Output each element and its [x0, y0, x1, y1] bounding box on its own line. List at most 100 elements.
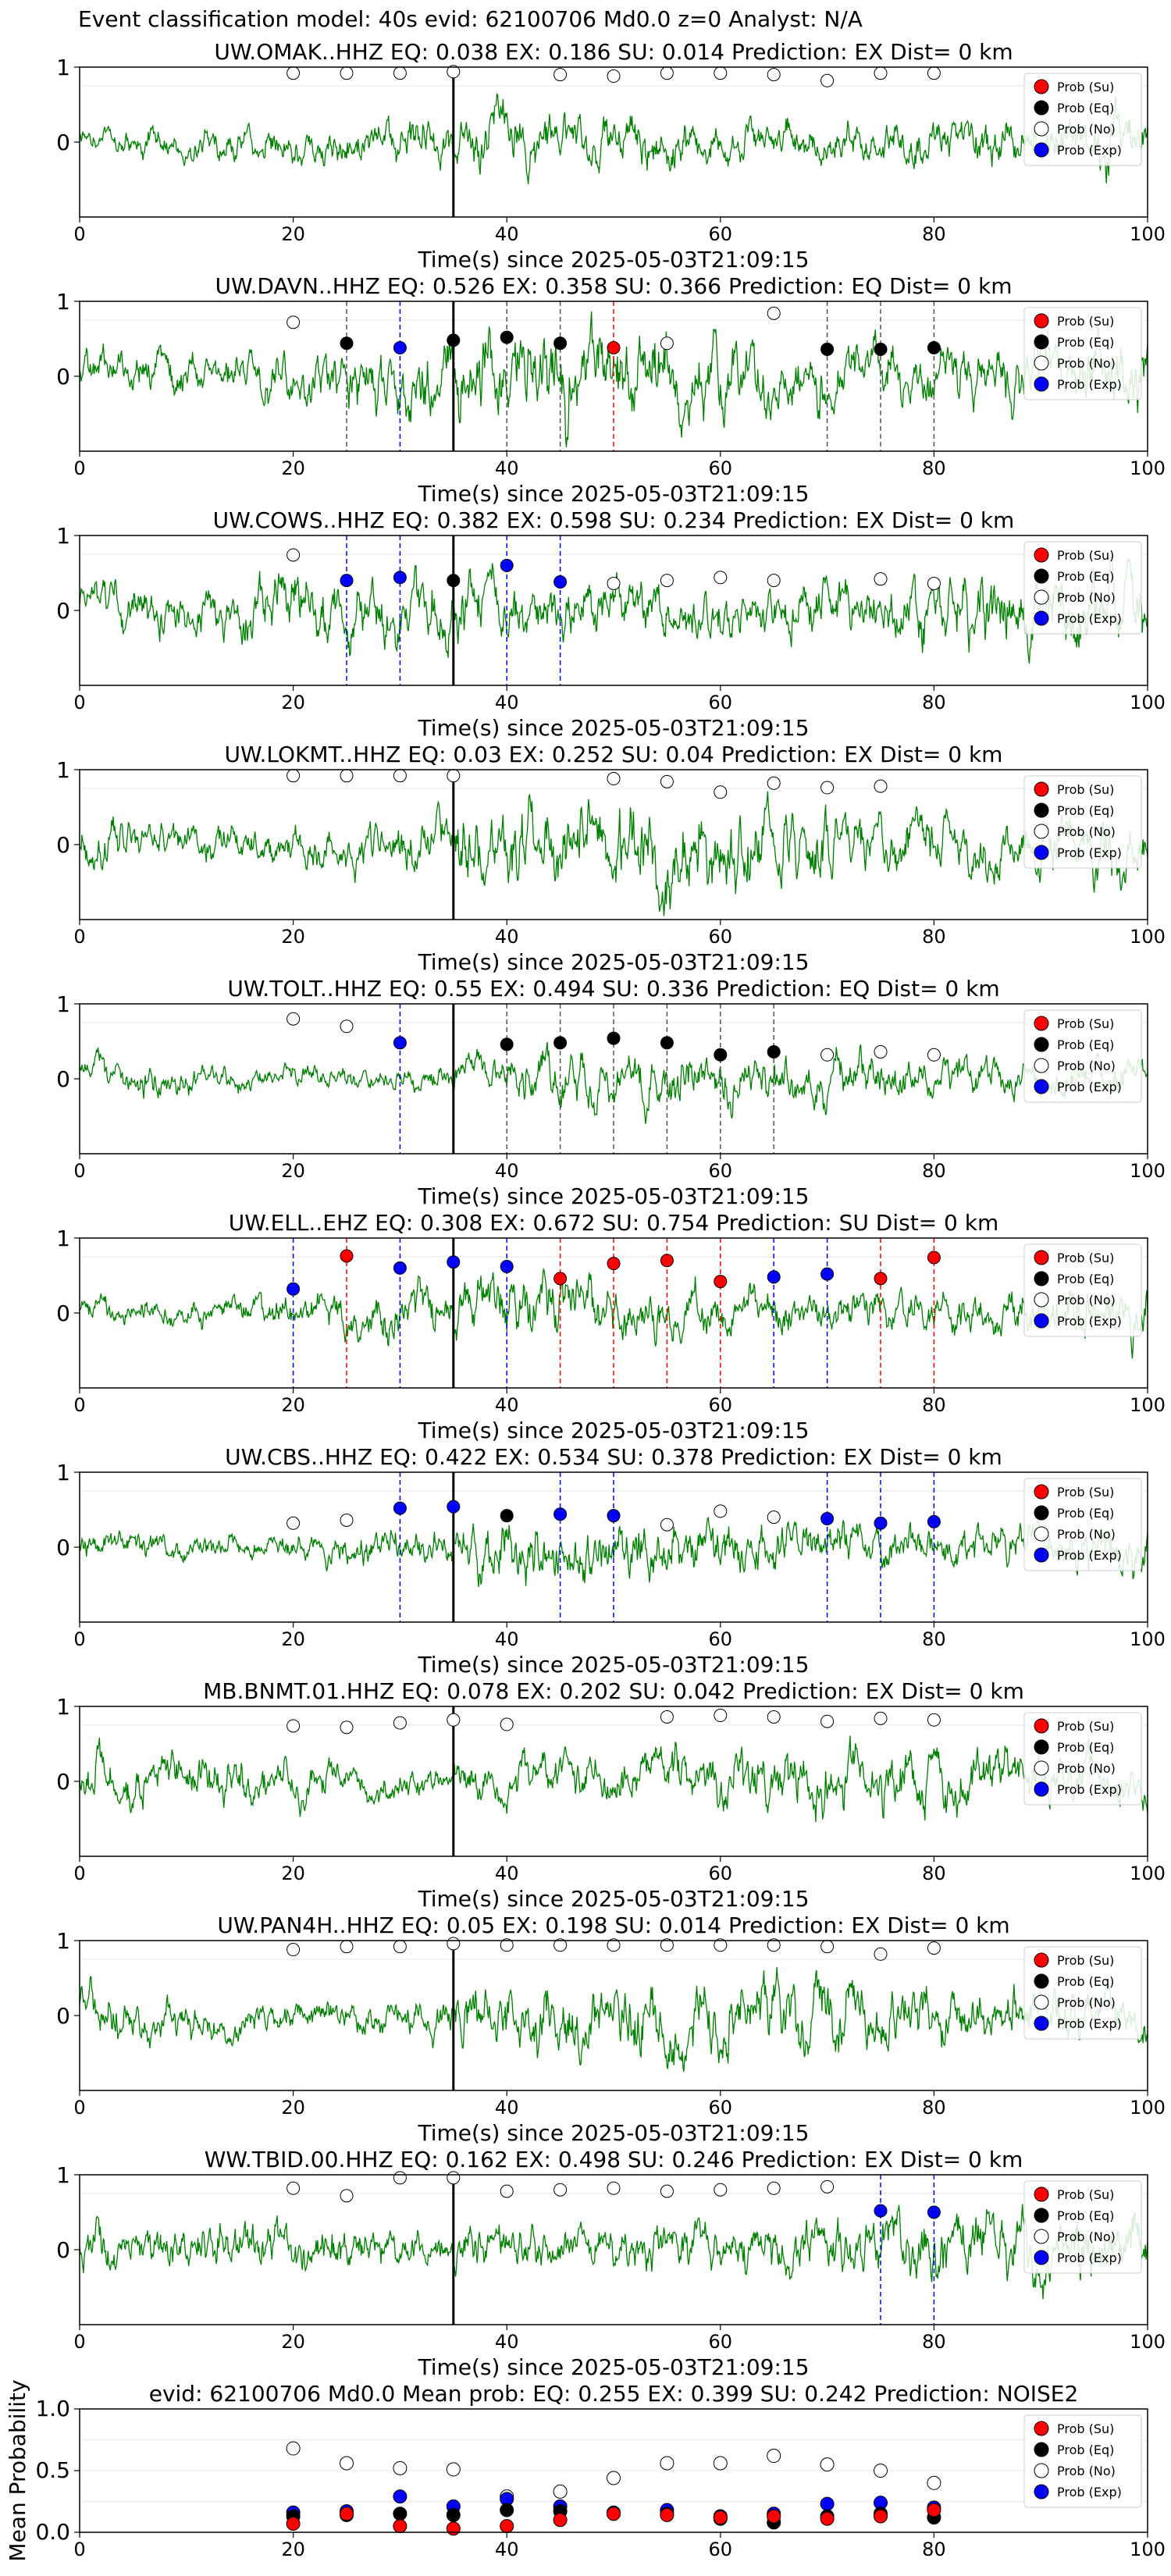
- prob-marker: [500, 558, 514, 572]
- legend-marker: [1034, 376, 1049, 392]
- legend-marker: [1034, 1016, 1049, 1031]
- legend-marker: [1034, 1739, 1049, 1755]
- prob-marker: [393, 66, 407, 80]
- x-tick-label: 20: [281, 223, 305, 245]
- y-tick-label: 1: [56, 55, 70, 80]
- prob-marker: [287, 1943, 301, 1957]
- prob-marker: [874, 1272, 888, 1286]
- prob-marker: [927, 1514, 941, 1528]
- x-tick-label: 80: [922, 1863, 946, 1884]
- legend-label: Prob (No): [1057, 2464, 1116, 2478]
- x-tick-label: 40: [495, 1160, 519, 1182]
- subplot: UW.COWS..HHZ EQ: 0.382 EX: 0.598 SU: 0.2…: [56, 507, 1166, 741]
- prob-marker: [660, 1938, 674, 1952]
- legend-label: Prob (Eq): [1057, 569, 1114, 584]
- subplot: MB.BNMT.01.HHZ EQ: 0.078 EX: 0.202 SU: 0…: [56, 1678, 1166, 1912]
- legend-marker: [1034, 1760, 1049, 1776]
- x-tick-label: 100: [1130, 692, 1166, 713]
- subplot-title: UW.LOKMT..HHZ EQ: 0.03 EX: 0.252 SU: 0.0…: [225, 742, 1003, 767]
- x-axis-label: Time(s) since 2025-05-03T21:09:15: [417, 247, 809, 272]
- legend-label: Prob (Su): [1057, 1016, 1114, 1031]
- x-tick-label: 100: [1130, 2097, 1166, 2119]
- subplot: UW.LOKMT..HHZ EQ: 0.03 EX: 0.252 SU: 0.0…: [56, 742, 1166, 975]
- x-tick-label: 0: [73, 2331, 85, 2353]
- prob-marker: [607, 576, 621, 590]
- prob-marker: [500, 330, 514, 344]
- prob-marker: [553, 336, 568, 350]
- subplot-title: UW.COWS..HHZ EQ: 0.382 EX: 0.598 SU: 0.2…: [213, 507, 1015, 533]
- legend-marker: [1034, 1271, 1049, 1286]
- prob-marker: [820, 1512, 835, 1526]
- mean-prob-point: [874, 2509, 888, 2524]
- y-tick-label: 0.5: [35, 2457, 70, 2483]
- mean-prob-point: [340, 2456, 354, 2471]
- legend-marker: [1034, 100, 1049, 116]
- prob-marker: [714, 1048, 728, 1062]
- x-tick-label: 80: [922, 1394, 946, 1416]
- x-tick-label: 60: [709, 926, 733, 948]
- x-tick-label: 80: [922, 2097, 946, 2119]
- prob-marker: [660, 774, 674, 788]
- subplot-title: UW.PAN4H..HHZ EQ: 0.05 EX: 0.198 SU: 0.0…: [217, 1912, 1009, 1938]
- prob-marker: [447, 2171, 461, 2185]
- prob-marker: [607, 1031, 621, 1045]
- x-tick-label: 40: [495, 1628, 519, 1650]
- x-tick-label: 20: [281, 2539, 305, 2560]
- waveform-trace: [80, 1966, 1148, 2073]
- x-axis-label: Time(s) since 2025-05-03T21:09:15: [417, 1418, 809, 1443]
- legend-marker: [1034, 1781, 1049, 1797]
- x-tick-label: 40: [495, 2331, 519, 2353]
- prob-marker: [340, 1249, 354, 1263]
- y-axis-label: Mean Probability: [5, 2379, 30, 2561]
- prob-marker: [767, 1510, 781, 1525]
- prob-marker: [553, 1507, 568, 1521]
- prob-marker: [340, 1019, 354, 1034]
- x-tick-label: 100: [1130, 2539, 1166, 2560]
- prob-marker: [447, 1255, 461, 1269]
- prob-marker: [553, 2183, 568, 2197]
- mean-prob-point: [607, 2471, 621, 2485]
- x-tick-label: 60: [709, 1160, 733, 1182]
- legend-marker: [1034, 610, 1049, 626]
- x-tick-label: 0: [73, 223, 85, 245]
- mean-prob-point: [820, 2496, 835, 2511]
- prob-marker: [393, 2171, 407, 2185]
- legend-label: Prob (Exp): [1057, 1782, 1122, 1797]
- y-tick-label: 0: [56, 1769, 70, 1795]
- prob-marker: [340, 336, 354, 350]
- legend-label: Prob (Exp): [1057, 1314, 1122, 1329]
- prob-marker: [874, 1516, 888, 1530]
- x-tick-label: 100: [1130, 1863, 1166, 1884]
- legend-label: Prob (Exp): [1057, 2250, 1122, 2265]
- prob-marker: [767, 776, 781, 790]
- prob-marker: [287, 1516, 301, 1530]
- prob-marker: [607, 341, 621, 355]
- x-tick-label: 80: [922, 1628, 946, 1650]
- prob-marker: [820, 73, 835, 87]
- prob-marker: [553, 68, 568, 82]
- legend-label: Prob (Eq): [1057, 2208, 1114, 2223]
- subplot: UW.DAVN..HHZ EQ: 0.526 EX: 0.358 SU: 0.3…: [56, 273, 1166, 507]
- y-tick-label: 0: [56, 2237, 70, 2263]
- legend-box: [1023, 1712, 1142, 1806]
- legend-label: Prob (Exp): [1057, 845, 1122, 860]
- mean-prob-point: [286, 2441, 301, 2456]
- legend-marker: [1034, 1058, 1049, 1073]
- prob-marker: [820, 2179, 835, 2194]
- y-tick-label: 1: [56, 2162, 70, 2188]
- prob-marker: [767, 1938, 781, 1952]
- legend-marker: [1034, 2442, 1049, 2457]
- mean-prob-point: [553, 2484, 568, 2499]
- legend-box: [1023, 541, 1142, 635]
- legend-label: Prob (No): [1057, 1995, 1116, 2010]
- legend-label: Prob (No): [1057, 1059, 1116, 1073]
- legend-label: Prob (Eq): [1057, 1506, 1114, 1521]
- legend-box: [1023, 307, 1142, 400]
- y-tick-label: 0: [56, 1066, 70, 1092]
- prob-marker: [927, 1713, 941, 1727]
- legend-label: Prob (No): [1057, 122, 1116, 137]
- y-tick-label: 1: [56, 757, 70, 783]
- legend-marker: [1034, 1292, 1049, 1308]
- subplot: UW.ELL..EHZ EQ: 0.308 EX: 0.672 SU: 0.75…: [56, 1210, 1166, 1443]
- prob-marker: [500, 1938, 514, 1952]
